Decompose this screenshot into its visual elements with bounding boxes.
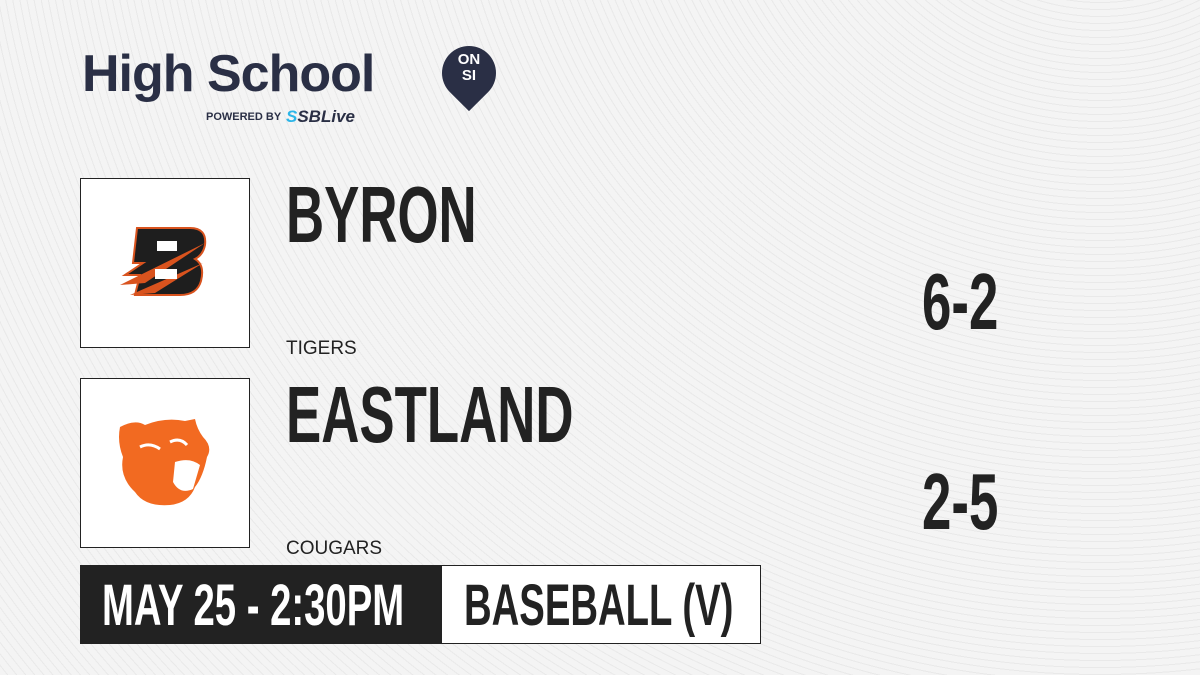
brand-title: High School xyxy=(82,45,375,103)
team-logo-byron xyxy=(80,178,250,348)
team-name-away: EASTLAND xyxy=(286,370,574,459)
byron-b-logo-icon xyxy=(120,227,207,296)
game-datetime: MAY 25 - 2:30PM xyxy=(102,573,405,638)
on-si-badge: ON SI xyxy=(457,51,481,84)
team-logo-eastland xyxy=(80,378,250,548)
sblive-logo: SSBLive xyxy=(286,107,355,126)
team-mascot-away: COUGARS xyxy=(286,538,383,559)
powered-by-label: POWERED BY xyxy=(206,111,282,123)
team-name-home: BYRON xyxy=(286,170,477,259)
team-mascot-home: TIGERS xyxy=(286,338,357,359)
team-record-away: 2-5 xyxy=(922,457,999,546)
game-sport: BASEBALL (V) xyxy=(464,573,734,638)
cougar-logo-icon xyxy=(119,419,210,506)
team-record-home: 6-2 xyxy=(922,257,999,346)
game-datetime-box: MAY 25 - 2:30PM xyxy=(80,565,441,644)
game-info-bar: MAY 25 - 2:30PM BASEBALL (V) xyxy=(80,565,761,644)
game-sport-box: BASEBALL (V) xyxy=(441,565,761,644)
